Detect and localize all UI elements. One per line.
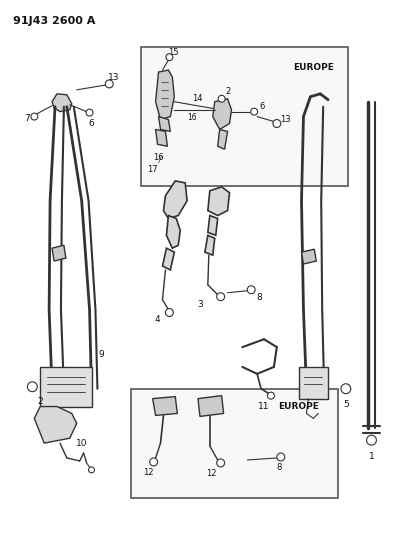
Circle shape [150,458,158,466]
Text: EUROPE: EUROPE [293,62,334,71]
Polygon shape [208,215,218,236]
Bar [141,47,348,186]
Circle shape [277,453,285,461]
Circle shape [86,109,93,116]
Text: 1: 1 [369,451,375,461]
Circle shape [105,80,113,88]
Circle shape [28,382,37,392]
Text: 12: 12 [207,470,217,478]
Polygon shape [156,130,167,146]
Circle shape [217,459,224,467]
Text: 11: 11 [258,402,270,411]
Text: 8: 8 [276,463,281,472]
Text: 10: 10 [76,439,87,448]
Polygon shape [205,236,215,255]
Circle shape [31,113,38,120]
Polygon shape [52,94,72,111]
Polygon shape [52,245,66,261]
Polygon shape [34,407,77,443]
Circle shape [273,119,281,127]
Polygon shape [213,99,231,130]
Polygon shape [299,367,328,399]
Polygon shape [198,395,224,416]
Text: 6: 6 [259,102,265,111]
Text: 15: 15 [168,48,178,56]
Text: 6: 6 [89,119,94,128]
Text: 13: 13 [281,115,291,124]
Text: 4: 4 [155,315,160,324]
Circle shape [268,392,274,399]
Text: 16: 16 [153,152,164,161]
Text: 3: 3 [197,300,203,309]
Polygon shape [158,117,171,132]
Circle shape [166,54,173,61]
Polygon shape [218,130,228,149]
Text: 9: 9 [99,350,104,359]
Polygon shape [156,70,174,119]
Text: 2: 2 [225,87,230,96]
Text: 13: 13 [108,74,120,83]
Circle shape [367,435,376,445]
Polygon shape [301,249,316,264]
Circle shape [217,293,224,301]
Polygon shape [162,248,174,270]
Text: 5: 5 [343,400,349,409]
Polygon shape [208,187,230,215]
Circle shape [218,95,225,102]
Polygon shape [40,367,92,407]
Circle shape [251,108,258,115]
Bar [131,389,338,498]
Text: 7: 7 [24,114,30,123]
Text: 12: 12 [143,469,154,478]
Circle shape [165,309,173,317]
Text: 16: 16 [187,113,197,122]
Text: 8: 8 [256,293,262,302]
Text: 91J43 2600 A: 91J43 2600 A [13,15,95,26]
Circle shape [247,286,255,294]
Text: 17: 17 [147,165,158,174]
Polygon shape [152,397,177,415]
Text: EUROPE: EUROPE [278,402,319,411]
Text: 2: 2 [37,397,43,406]
Text: 14: 14 [192,94,202,103]
Circle shape [88,467,94,473]
Polygon shape [166,215,180,248]
Polygon shape [163,181,187,219]
Circle shape [341,384,351,394]
